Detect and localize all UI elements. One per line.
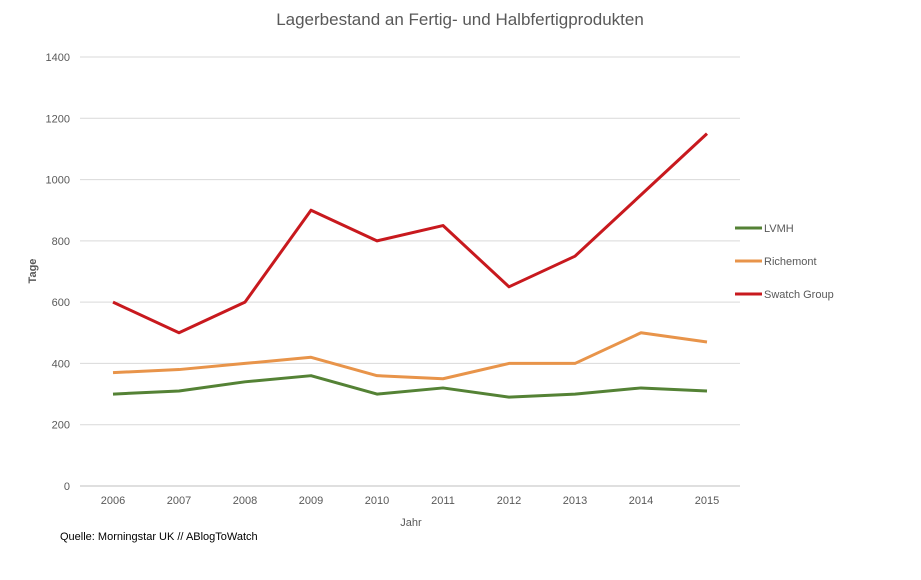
x-tick-label: 2010 [365,495,389,507]
y-tick-label: 1200 [46,113,70,125]
x-tick-label: 2006 [101,495,125,507]
y-tick-label: 0 [64,481,70,493]
x-tick-label: 2007 [167,495,191,507]
x-tick-label: 2009 [299,495,323,507]
y-tick-label: 800 [52,236,70,248]
series-line-swatch-group [112,132,709,335]
x-tick-label: 2012 [497,495,521,507]
y-tick-label: 200 [52,420,70,432]
legend-label: Swatch Group [764,289,834,301]
y-tick-label: 400 [52,358,70,370]
x-tick-label: 2011 [431,495,455,507]
y-tick-label: 1000 [46,175,70,187]
x-tick-label: 2013 [563,495,587,507]
x-tick-label: 2014 [629,495,653,507]
x-tick-label: 2015 [695,495,719,507]
series-line-richemont [112,331,708,381]
legend-label: LVMH [764,223,794,235]
legend-label: Richemont [764,256,817,268]
series-line-lvmh [112,374,708,399]
x-axis-label: Jahr [400,517,422,529]
y-axis-label: Tage [27,259,39,284]
source-note: Quelle: Morningstar UK // ABlogToWatch [60,531,258,543]
chart-title: Lagerbestand an Fertig- und Halbfertigpr… [276,10,644,29]
y-tick-label: 1400 [46,52,70,64]
y-tick-label: 600 [52,297,70,309]
x-tick-label: 2008 [233,495,257,507]
